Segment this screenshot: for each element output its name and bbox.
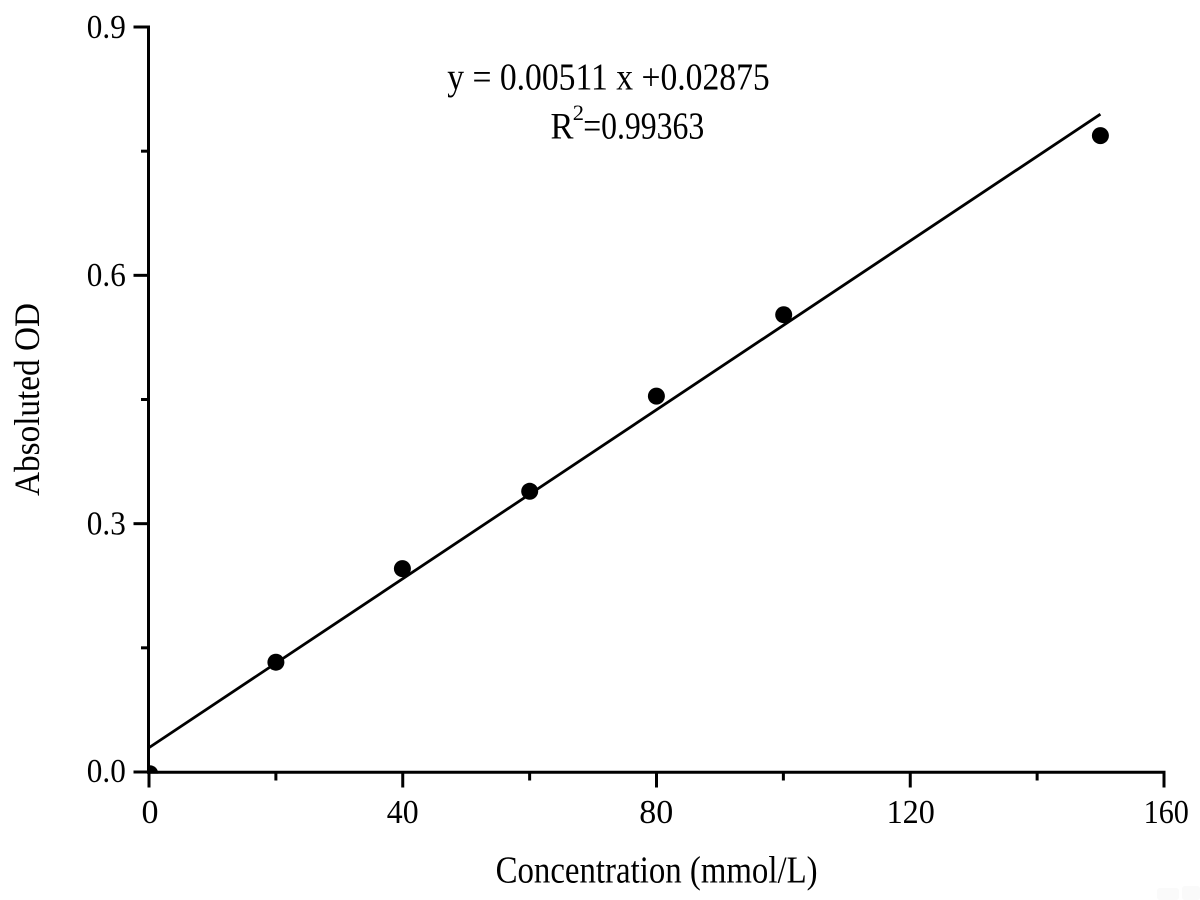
svg-text:y = 0.00511 x +0.02875: y = 0.00511 x +0.02875 (447, 56, 770, 98)
svg-text:0.6: 0.6 (87, 257, 126, 294)
svg-text:Concentration (mmol/L): Concentration (mmol/L) (496, 849, 818, 891)
svg-text:80: 80 (639, 794, 673, 831)
svg-text:120: 120 (887, 794, 935, 831)
svg-text:0.3: 0.3 (87, 506, 126, 543)
svg-text:160: 160 (1144, 794, 1189, 831)
svg-text:0: 0 (142, 794, 159, 831)
svg-text:40: 40 (387, 794, 419, 831)
svg-text:Absoluted OD: Absoluted OD (7, 303, 47, 496)
svg-text:R: R (551, 107, 574, 148)
svg-text:0.0: 0.0 (87, 753, 126, 790)
svg-text:=0.99363: =0.99363 (583, 106, 704, 148)
svg-text:2: 2 (573, 100, 584, 125)
svg-text:0.9: 0.9 (87, 9, 126, 46)
